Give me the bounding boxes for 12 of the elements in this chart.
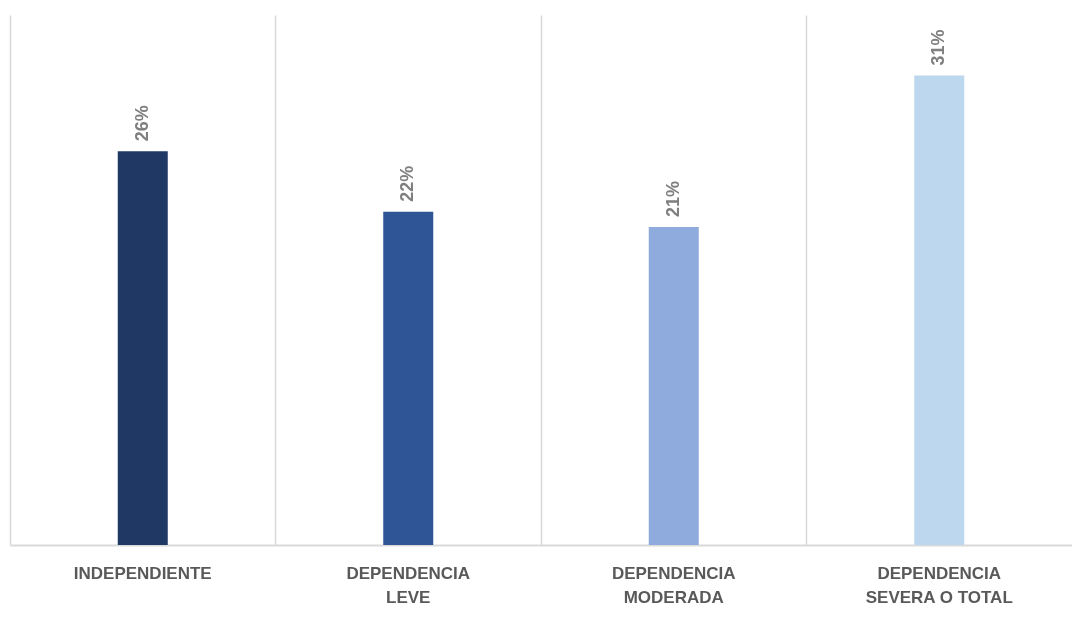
x-tick-label: INDEPENDIENTE <box>73 563 212 583</box>
data-label: 22% <box>397 165 418 202</box>
bar <box>648 227 699 545</box>
data-label: 31% <box>928 29 949 66</box>
data-label: 21% <box>662 180 683 217</box>
x-tick-label: DEPENDENCIA LEVE <box>346 563 471 607</box>
data-label: 26% <box>131 105 152 142</box>
x-tick-label: DEPENDENCIA SEVERA O TOTAL <box>865 563 1013 607</box>
bar <box>914 75 965 545</box>
bar <box>117 151 168 545</box>
bar <box>383 211 434 545</box>
x-tick-label: DEPENDENCIA MODERADA <box>611 563 736 607</box>
